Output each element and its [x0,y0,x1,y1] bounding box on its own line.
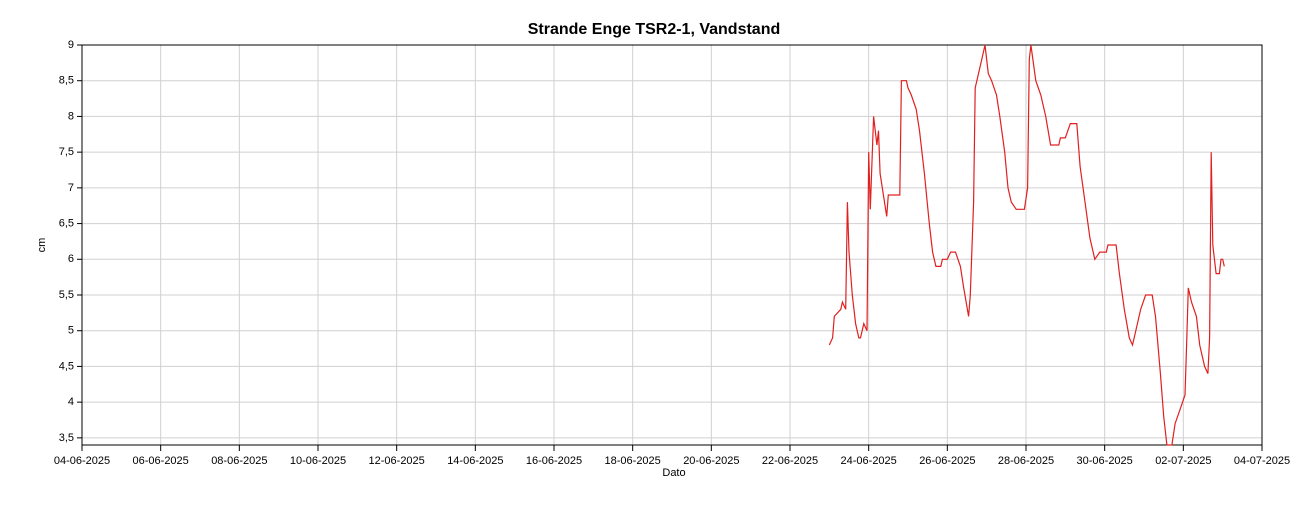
x-tick-label: 08-06-2025 [211,455,267,467]
y-tick-label: 7 [68,182,74,194]
y-tick-label: 5,5 [59,289,74,301]
x-tick-label: 28-06-2025 [998,455,1054,467]
y-tick-label: 6 [68,253,74,265]
y-tick-label: 7,5 [59,146,74,158]
x-axis-label: Dato [662,467,685,479]
y-tick-label: 3,5 [59,432,74,444]
y-tick-label: 9 [68,39,74,51]
x-tick-label: 16-06-2025 [526,455,582,467]
chart-title: Strande Enge TSR2-1, Vandstand [528,21,781,38]
x-tick-label: 18-06-2025 [605,455,661,467]
y-tick-label: 6,5 [59,217,74,229]
x-tick-label: 06-06-2025 [133,455,189,467]
x-tick-label: 10-06-2025 [290,455,346,467]
x-tick-label: 22-06-2025 [762,455,818,467]
y-tick-label: 8,5 [59,75,74,87]
plot-frame [81,44,1263,446]
y-tick-label: 4 [68,396,74,408]
data-line [828,44,1225,446]
x-tick-label: 02-07-2025 [1155,455,1211,467]
y-tick-label: 8 [68,110,74,122]
y-axis-label: cm [36,238,48,253]
x-tick-label: 12-06-2025 [369,455,425,467]
y-tick-label: 5 [68,325,74,337]
x-tick-label: 30-06-2025 [1077,455,1133,467]
x-tick-label: 24-06-2025 [841,455,897,467]
x-tick-label: 14-06-2025 [447,455,503,467]
x-tick-label: 04-07-2025 [1234,455,1290,467]
x-tick-label: 26-06-2025 [919,455,975,467]
y-tick-label: 4,5 [59,360,74,372]
x-tick-label: 04-06-2025 [54,455,110,467]
x-tick-label: 20-06-2025 [683,455,739,467]
